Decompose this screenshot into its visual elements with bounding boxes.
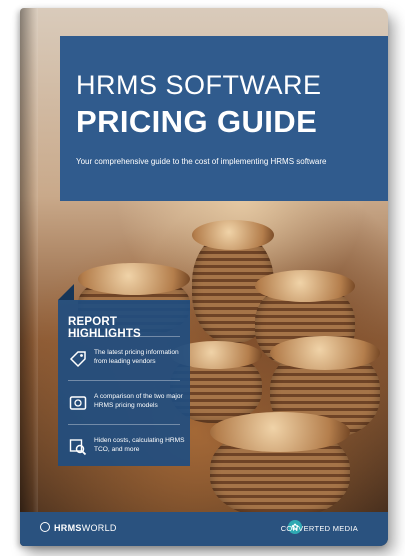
hrmsworld-logo-icon (40, 522, 50, 532)
coin-top-left (78, 263, 190, 295)
coin-top-right (255, 270, 355, 302)
highlights-divider (68, 380, 180, 381)
highlights-divider (68, 424, 180, 425)
highlights-title: REPORT HIGHLIGHTS (68, 316, 141, 340)
highlights-tab-fold (58, 284, 74, 300)
money-compare-icon (68, 394, 88, 414)
highlight-text: A comparison of the two major HRMS prici… (94, 393, 183, 409)
cover-title-line2: PRICING GUIDE (76, 104, 318, 139)
brand-bold-text: HRMS (54, 523, 82, 533)
highlight-item: The latest pricing information from lead… (68, 346, 184, 382)
highlight-item: A comparison of the two major HRMS prici… (68, 390, 184, 426)
book-spine-shadow (20, 8, 38, 546)
brand-rest-text: WORLD (81, 523, 117, 533)
highlight-item: Hiden costs, calculating HRMS TCO, and m… (68, 434, 185, 470)
converted-media-logo-icon: ✿ (288, 520, 302, 534)
highlight-text: The latest pricing information from lead… (94, 349, 179, 365)
coin-top-bottom (210, 412, 350, 452)
magnify-money-icon (68, 438, 88, 458)
cover-subtitle: Your comprehensive guide to the cost of … (76, 157, 327, 166)
hrmsworld-brand: HRMSWORLD (54, 523, 117, 533)
converted-media-brand: CONVERTED MEDIA (280, 524, 358, 533)
cover-title-line1: HRMS SOFTWARE (76, 70, 322, 100)
highlight-text: Hiden costs, calculating HRMS TCO, and m… (94, 437, 185, 453)
book-cover: HRMS SOFTWARE PRICING GUIDE Your compreh… (20, 8, 388, 546)
coin-top-front (270, 336, 380, 370)
title-panel: HRMS SOFTWARE PRICING GUIDE Your compreh… (60, 36, 388, 201)
cover-footer: HRMSWORLD ✿ CONVERTED MEDIA (20, 512, 388, 546)
price-tag-icon (68, 350, 88, 370)
highlights-divider (68, 336, 180, 337)
coin-top-tall (192, 220, 274, 250)
highlights-panel: REPORT HIGHLIGHTS The latest pricing inf… (58, 300, 190, 466)
